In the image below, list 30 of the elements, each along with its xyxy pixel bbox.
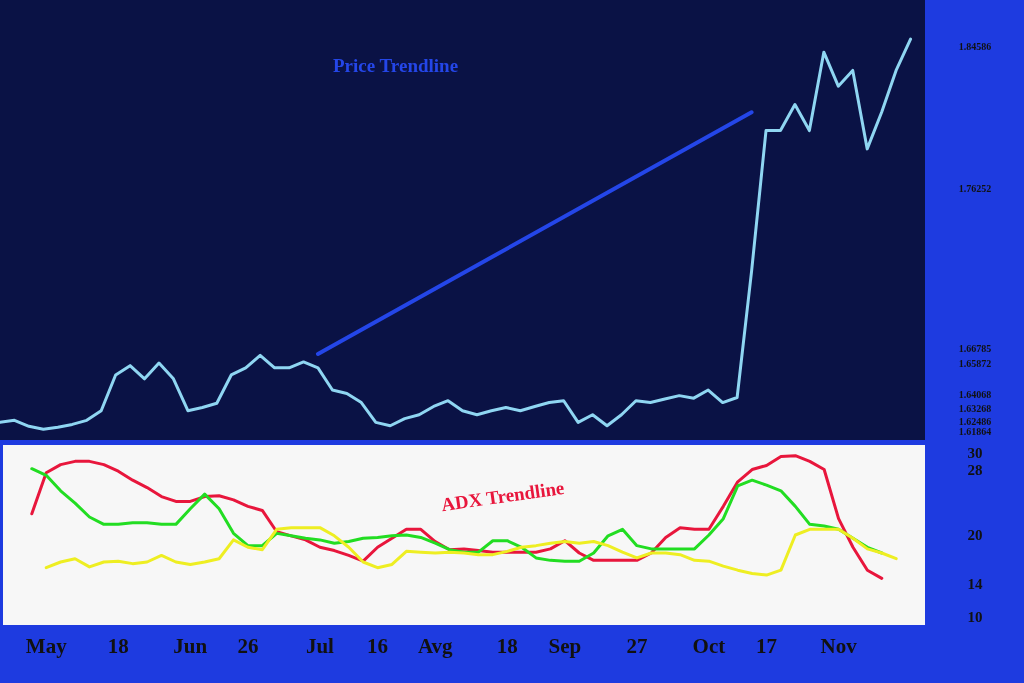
line-series — [44, 526, 898, 577]
x-tick-label: Jun — [173, 633, 208, 658]
line-series — [0, 37, 913, 431]
y-tick-label: 1.64068 — [958, 388, 992, 400]
y-tick-label: 10 — [967, 608, 983, 625]
y-tick-label: 28 — [967, 461, 983, 478]
y-tick-label: 1.63268 — [958, 402, 992, 414]
y-tick-label: 30 — [967, 445, 983, 462]
x-tick-label: 27 — [626, 633, 648, 658]
y-tick-label: 1.65872 — [958, 358, 992, 370]
x-tick-label: 18 — [107, 633, 129, 658]
x-tick-label: 16 — [367, 633, 389, 658]
x-tick-label: Nov — [820, 633, 858, 658]
y-tick-label: 1.62486 — [958, 415, 992, 427]
y-tick-label: 1.66785 — [958, 342, 992, 354]
x-tick-label: May — [25, 633, 68, 658]
x-tick-label: Oct — [692, 633, 726, 658]
y-tick-label: 1.84586 — [958, 41, 992, 53]
x-tick-label: Jul — [305, 633, 335, 658]
annotation: Price Trendline — [333, 55, 459, 76]
y-tick-label: 1.76252 — [958, 182, 992, 194]
x-tick-label: 17 — [756, 633, 778, 658]
x-tick-label: Avg — [417, 633, 453, 658]
y-tick-label: 1.61864 — [958, 426, 992, 438]
x-tick-label: Sep — [548, 633, 582, 658]
x-tick-label: 18 — [496, 633, 518, 658]
y-tick-label: 14 — [967, 576, 983, 593]
x-tick-label: 26 — [237, 633, 259, 658]
annotation: ADX Trendline — [439, 477, 566, 516]
y-tick-label: 20 — [967, 527, 983, 543]
